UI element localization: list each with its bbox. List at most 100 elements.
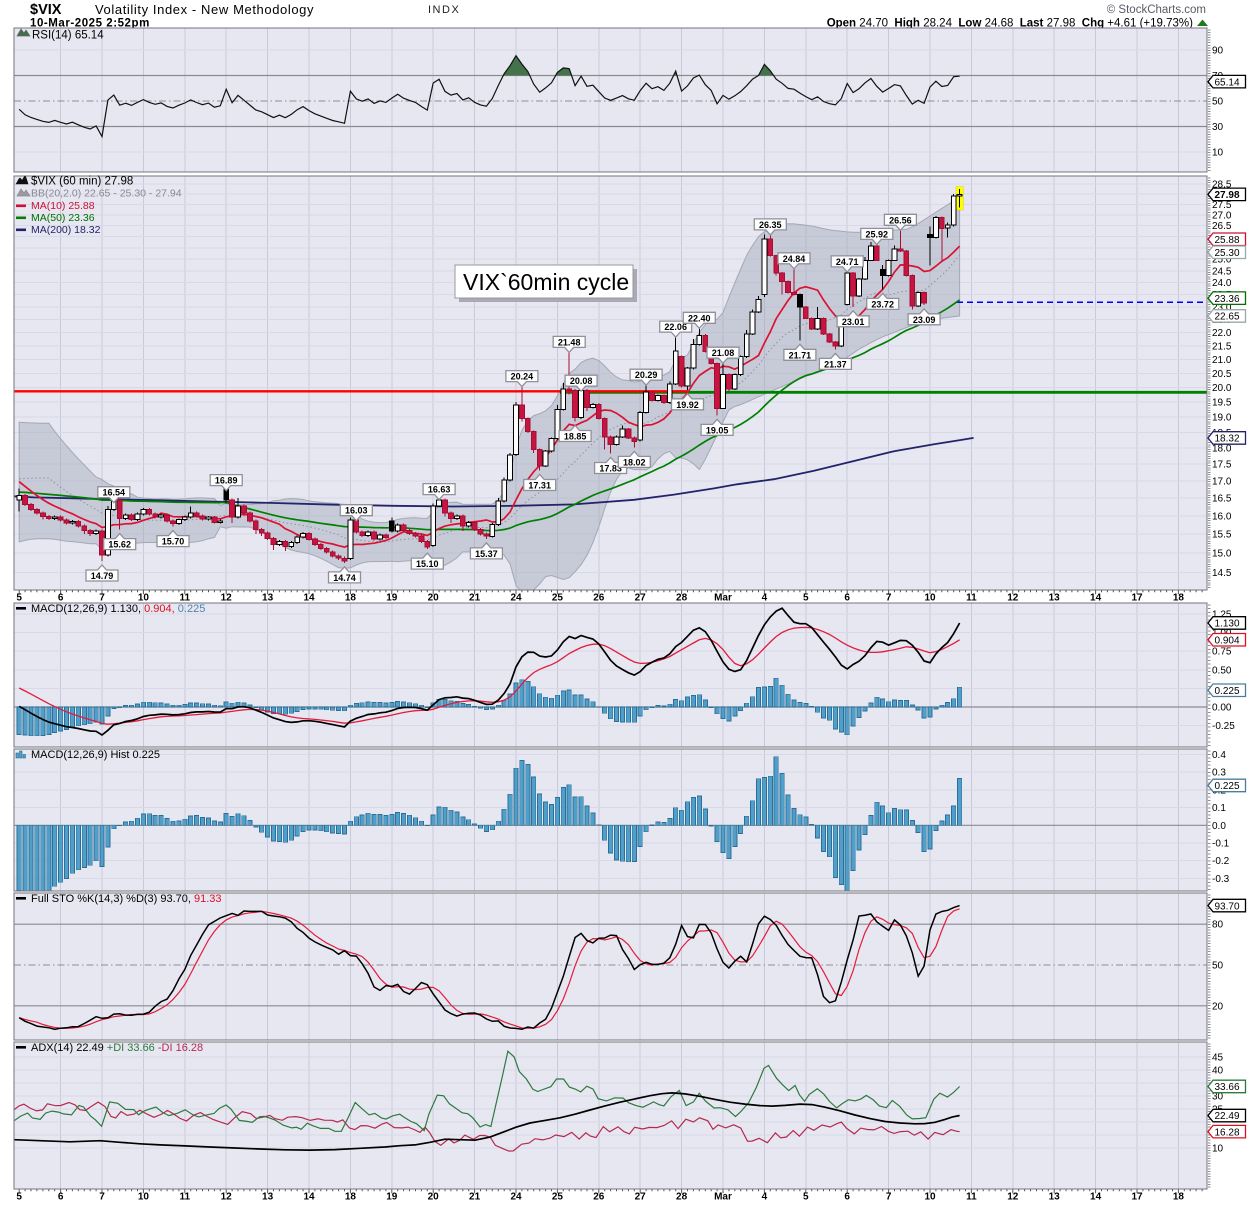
svg-text:10: 10 bbox=[1212, 1144, 1224, 1155]
svg-text:20.29: 20.29 bbox=[635, 370, 658, 380]
svg-text:65.14: 65.14 bbox=[1215, 77, 1240, 88]
svg-text:10: 10 bbox=[138, 1192, 150, 1201]
svg-text:16.63: 16.63 bbox=[428, 485, 451, 495]
svg-text:-DI 16.28: -DI 16.28 bbox=[158, 1042, 203, 1054]
svg-text:21.37: 21.37 bbox=[824, 359, 847, 369]
svg-text:Chg: Chg bbox=[1082, 18, 1104, 30]
svg-text:93.70: 93.70 bbox=[1215, 901, 1240, 912]
svg-text:5: 5 bbox=[803, 593, 809, 604]
svg-text:17: 17 bbox=[1131, 1192, 1143, 1201]
svg-text:0.50: 0.50 bbox=[1212, 665, 1232, 676]
svg-text:14.5: 14.5 bbox=[1212, 568, 1232, 579]
svg-text:14: 14 bbox=[303, 593, 315, 604]
svg-text:17.83: 17.83 bbox=[599, 464, 622, 474]
svg-text:24.84: 24.84 bbox=[783, 254, 806, 264]
svg-text:BB(20,2.0) 22.65 - 25.30 - 27.: BB(20,2.0) 22.65 - 25.30 - 27.94 bbox=[31, 188, 182, 200]
svg-text:-0.25: -0.25 bbox=[1212, 721, 1235, 732]
svg-text:27.5: 27.5 bbox=[1212, 200, 1232, 211]
svg-text:27: 27 bbox=[635, 593, 647, 604]
svg-text:Mar: Mar bbox=[714, 593, 732, 604]
svg-text:19.92: 19.92 bbox=[676, 400, 699, 410]
svg-text:19.05: 19.05 bbox=[706, 425, 729, 435]
svg-text:16.0: 16.0 bbox=[1212, 511, 1232, 522]
svg-text:11: 11 bbox=[180, 593, 191, 604]
svg-text:26.35: 26.35 bbox=[759, 220, 782, 230]
svg-text:16.28: 16.28 bbox=[1215, 1127, 1240, 1138]
svg-text:23.0: 23.0 bbox=[1212, 303, 1232, 314]
svg-text:80: 80 bbox=[1212, 920, 1224, 931]
svg-text:28.24: 28.24 bbox=[923, 18, 952, 30]
svg-text:25.92: 25.92 bbox=[866, 229, 889, 239]
svg-text:50: 50 bbox=[1212, 961, 1224, 972]
svg-text:0.225: 0.225 bbox=[1215, 686, 1240, 697]
svg-text:12: 12 bbox=[221, 593, 233, 604]
svg-text:14: 14 bbox=[303, 1192, 315, 1201]
svg-text:19.5: 19.5 bbox=[1212, 398, 1232, 409]
svg-text:33.66: 33.66 bbox=[1215, 1082, 1240, 1093]
svg-text:16.5: 16.5 bbox=[1212, 494, 1232, 505]
svg-text:MA(10) 25.88: MA(10) 25.88 bbox=[31, 200, 95, 212]
svg-text:-0.3: -0.3 bbox=[1212, 874, 1230, 885]
svg-text:MACD(12,26,9) 1.130,: MACD(12,26,9) 1.130, bbox=[31, 603, 141, 615]
svg-text:Volatility Index - New Methodo: Volatility Index - New Methodology bbox=[95, 2, 314, 17]
svg-text:Last: Last bbox=[1020, 18, 1044, 30]
svg-text:27: 27 bbox=[635, 1192, 647, 1201]
svg-text:0.4: 0.4 bbox=[1212, 750, 1226, 761]
svg-text:22.49: 22.49 bbox=[1215, 1111, 1240, 1122]
svg-text:20: 20 bbox=[1212, 1001, 1224, 1012]
svg-text:24.0: 24.0 bbox=[1212, 278, 1232, 289]
svg-text:20.24: 20.24 bbox=[511, 372, 534, 382]
svg-text:21: 21 bbox=[469, 1192, 481, 1201]
svg-text:7: 7 bbox=[99, 593, 105, 604]
svg-text:+4.61 (+19.73%): +4.61 (+19.73%) bbox=[1107, 18, 1193, 30]
svg-text:Mar: Mar bbox=[714, 1192, 732, 1201]
svg-text:21.71: 21.71 bbox=[789, 350, 812, 360]
svg-text:14: 14 bbox=[1090, 1192, 1102, 1201]
svg-text:24.70: 24.70 bbox=[859, 18, 888, 30]
svg-text:23.72: 23.72 bbox=[871, 299, 894, 309]
svg-text:50: 50 bbox=[1212, 97, 1224, 108]
svg-text:23.36: 23.36 bbox=[1215, 294, 1240, 305]
svg-text:5: 5 bbox=[16, 593, 22, 604]
svg-text:25.30: 25.30 bbox=[1215, 248, 1240, 259]
svg-text:12: 12 bbox=[1007, 1192, 1019, 1201]
svg-text:19: 19 bbox=[386, 1192, 398, 1201]
svg-text:21.48: 21.48 bbox=[558, 337, 581, 347]
svg-text:0.00: 0.00 bbox=[1212, 703, 1232, 714]
svg-text:14: 14 bbox=[1090, 593, 1102, 604]
svg-text:14.79: 14.79 bbox=[91, 571, 114, 581]
svg-text:22.65: 22.65 bbox=[1215, 312, 1240, 323]
svg-text:22.06: 22.06 bbox=[664, 322, 687, 332]
svg-text:7: 7 bbox=[886, 593, 892, 604]
svg-text:26: 26 bbox=[593, 1192, 605, 1201]
svg-text:18.0: 18.0 bbox=[1212, 444, 1232, 455]
svg-text:15.5: 15.5 bbox=[1212, 530, 1232, 541]
svg-text:15.37: 15.37 bbox=[475, 549, 498, 559]
svg-text:17.0: 17.0 bbox=[1212, 476, 1232, 487]
svg-text:0.225: 0.225 bbox=[1215, 781, 1240, 792]
svg-text:6: 6 bbox=[844, 1192, 850, 1201]
svg-text:18.02: 18.02 bbox=[623, 457, 646, 467]
svg-text:20: 20 bbox=[428, 593, 440, 604]
svg-text:20: 20 bbox=[428, 1192, 440, 1201]
svg-text:21.0: 21.0 bbox=[1212, 355, 1232, 366]
svg-text:0.0: 0.0 bbox=[1212, 821, 1226, 832]
svg-text:Open: Open bbox=[827, 18, 856, 30]
svg-text:16.54: 16.54 bbox=[103, 488, 126, 498]
svg-text:5: 5 bbox=[803, 1192, 809, 1201]
svg-text:14.74: 14.74 bbox=[333, 573, 356, 583]
svg-text:0.3: 0.3 bbox=[1212, 768, 1226, 779]
svg-text:-0.2: -0.2 bbox=[1212, 856, 1230, 867]
svg-text:19.0: 19.0 bbox=[1212, 412, 1232, 423]
svg-text:11: 11 bbox=[966, 593, 977, 604]
svg-text:+DI 33.66: +DI 33.66 bbox=[107, 1042, 155, 1054]
svg-text:20.5: 20.5 bbox=[1212, 369, 1232, 380]
svg-text:28: 28 bbox=[676, 1192, 688, 1201]
svg-text:28: 28 bbox=[676, 593, 688, 604]
svg-text:High: High bbox=[894, 18, 920, 30]
svg-text:RSI(14) 65.14: RSI(14) 65.14 bbox=[32, 30, 104, 42]
svg-text:1.25: 1.25 bbox=[1212, 610, 1232, 621]
svg-text:23.09: 23.09 bbox=[913, 315, 936, 325]
svg-text:12: 12 bbox=[1007, 593, 1019, 604]
svg-text:13: 13 bbox=[262, 593, 274, 604]
